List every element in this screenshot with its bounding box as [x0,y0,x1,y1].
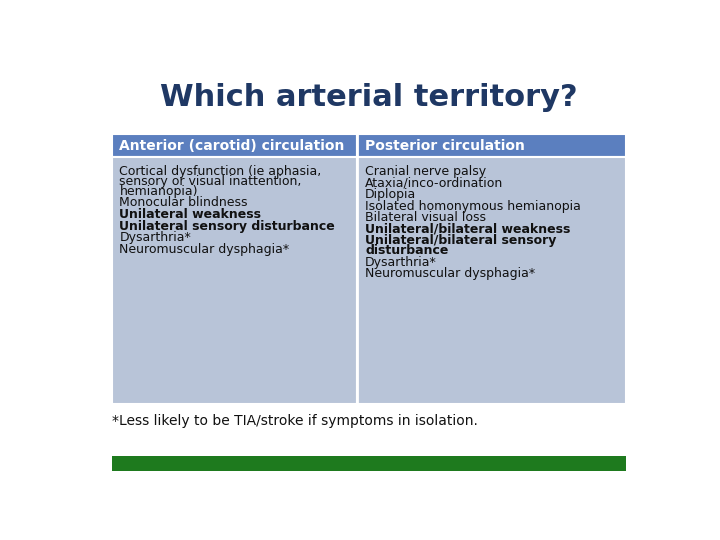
Text: Cortical dysfunction (ie aphasia,: Cortical dysfunction (ie aphasia, [120,165,322,178]
Text: Cranial nerve palsy: Cranial nerve palsy [365,165,486,178]
Text: Diplopia: Diplopia [365,188,416,201]
Bar [112,134,357,157]
Text: hemianopia): hemianopia) [120,185,198,198]
Text: Dysarthria*: Dysarthria* [120,231,192,244]
Text: Anterior (carotid) circulation: Anterior (carotid) circulation [120,139,345,153]
Text: Unilateral/bilateral weakness: Unilateral/bilateral weakness [365,222,570,235]
Bar [112,456,626,471]
Text: Dysarthria*: Dysarthria* [365,256,437,269]
Bar [112,157,357,403]
Text: Which arterial territory?: Which arterial territory? [160,83,578,112]
Text: Isolated homonymous hemianopia: Isolated homonymous hemianopia [365,200,581,213]
Text: Ataxia/inco-ordination: Ataxia/inco-ordination [365,177,503,190]
Text: Unilateral weakness: Unilateral weakness [120,208,261,221]
Text: Posterior circulation: Posterior circulation [365,139,525,153]
Text: Unilateral/bilateral sensory: Unilateral/bilateral sensory [365,234,557,247]
Text: Neuromuscular dysphagia*: Neuromuscular dysphagia* [365,267,535,280]
Text: *Less likely to be TIA/stroke if symptoms in isolation.: *Less likely to be TIA/stroke if symptom… [112,414,477,428]
Text: Monocular blindness: Monocular blindness [120,197,248,210]
Bar [357,134,626,157]
Text: Unilateral sensory disturbance: Unilateral sensory disturbance [120,220,336,233]
Text: sensory or visual inattention,: sensory or visual inattention, [120,175,302,188]
Bar [357,157,626,403]
Text: Bilateral visual loss: Bilateral visual loss [365,211,486,224]
Text: Neuromuscular dysphagia*: Neuromuscular dysphagia* [120,242,289,255]
Text: disturbance: disturbance [365,244,449,257]
